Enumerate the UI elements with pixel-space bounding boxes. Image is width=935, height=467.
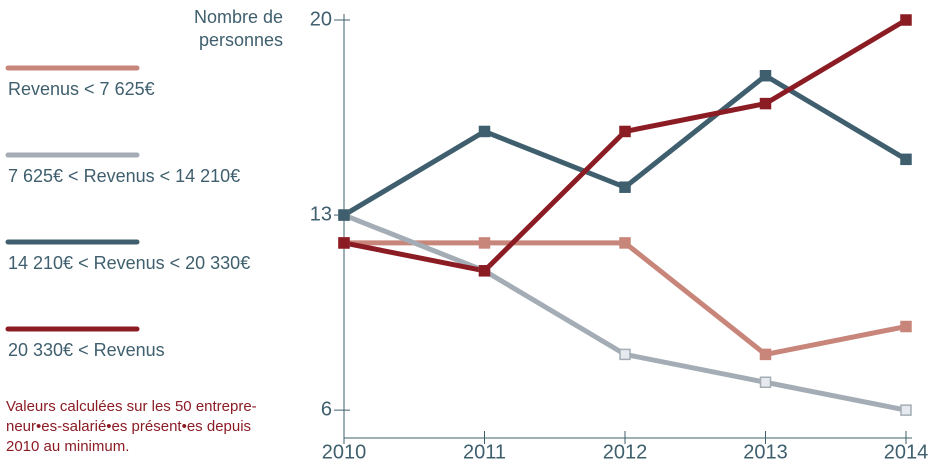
legend-label: 7 625€ < Revenus < 14 210€ [8, 166, 240, 186]
point [900, 404, 912, 416]
y-tick-label: 6 [321, 398, 332, 420]
y-tick-label: 13 [310, 203, 332, 225]
y-axis-label: Nombre de personnes [193, 7, 283, 50]
note: neur•es-salarié•es présent•es depuis [6, 418, 251, 435]
point [900, 320, 912, 333]
point [759, 69, 772, 82]
x-tick-label: 2013 [743, 441, 788, 463]
note: 2010 au minimum. [6, 438, 129, 455]
point [759, 376, 772, 389]
point [338, 209, 350, 221]
point [478, 265, 491, 277]
x-tick-label: 2010 [322, 441, 367, 463]
point [619, 237, 631, 249]
point [619, 348, 631, 361]
legend-label: 20 330€ < Revenus [8, 340, 165, 360]
point [759, 348, 772, 361]
series-line [342, 73, 908, 218]
point [338, 237, 350, 249]
point [900, 14, 912, 26]
point [759, 97, 772, 110]
point [478, 125, 491, 138]
note: Valeurs calculées sur les 50 entrepre- [6, 398, 257, 415]
point [619, 125, 631, 138]
y-tick-label: 20 [310, 8, 332, 30]
point [478, 237, 491, 249]
series-line [343, 17, 908, 274]
x-tick-label: 2011 [463, 441, 506, 463]
point [900, 153, 912, 166]
legend-label: Revenus < 7 625€ [8, 79, 155, 99]
legend-label: 14 210€ < Revenus < 20 330€ [8, 253, 250, 273]
x-tick-label: 2012 [603, 441, 648, 463]
point [619, 181, 631, 193]
x-tick-label: 2014 [884, 441, 929, 463]
